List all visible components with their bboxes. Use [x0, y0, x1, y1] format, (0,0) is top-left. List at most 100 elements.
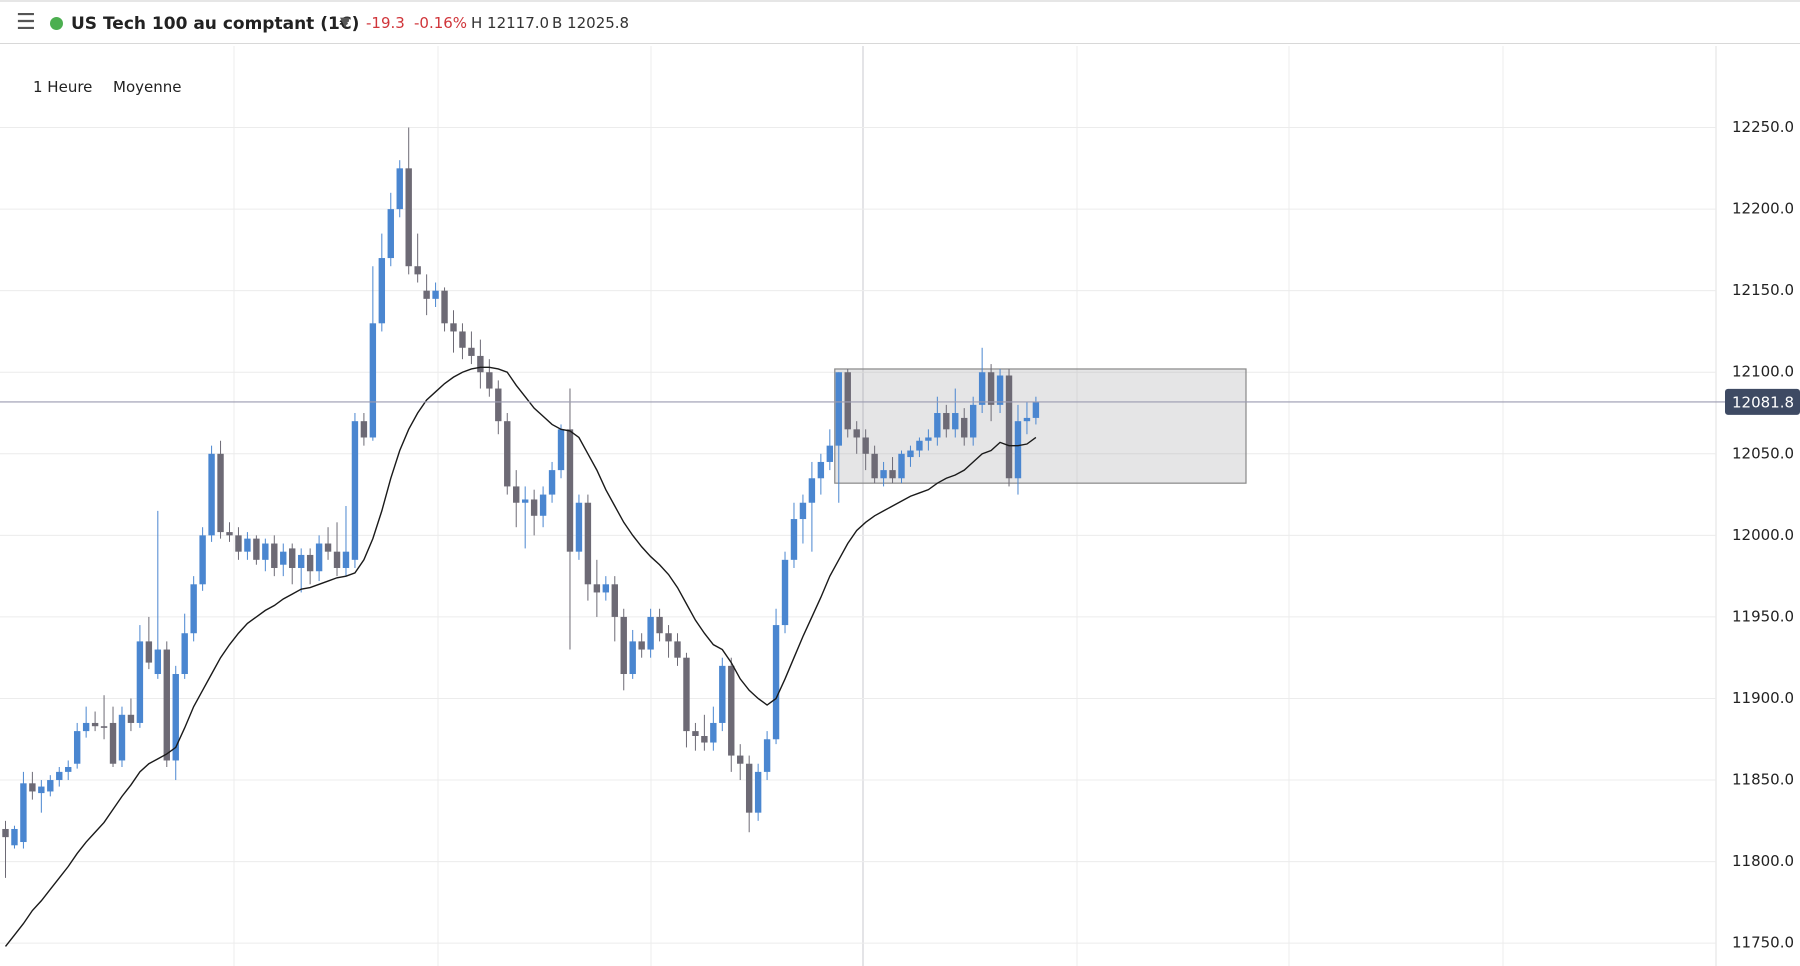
instrument-title[interactable]: US Tech 100 au comptant (1€)	[71, 14, 360, 34]
candle-body	[871, 453, 878, 479]
candle-body	[29, 783, 36, 792]
candle-body	[916, 440, 923, 451]
candle-body	[154, 649, 162, 675]
candle-body	[244, 538, 251, 552]
candle-body	[539, 494, 547, 516]
candle-body	[486, 372, 493, 389]
candle-body	[584, 502, 592, 585]
candle-body	[297, 554, 305, 568]
candle-body	[548, 470, 556, 495]
candle-body	[683, 657, 690, 732]
candle-body	[11, 828, 18, 846]
candle-body	[20, 783, 27, 843]
candle-body	[477, 355, 484, 373]
y-tick-label: 12100.0	[1732, 363, 1794, 381]
candle-body	[817, 461, 825, 479]
candle-body	[620, 616, 627, 675]
candle-body	[844, 372, 851, 430]
candle-body	[835, 372, 842, 446]
candle-body	[728, 665, 735, 756]
indicator-button[interactable]: Moyenne	[113, 78, 182, 96]
y-tick-label: 11750.0	[1732, 934, 1794, 952]
candle-body	[934, 413, 941, 438]
candle-body	[369, 323, 377, 438]
interval-button[interactable]: 1 Heure	[33, 78, 93, 96]
candle-body	[396, 168, 403, 210]
candle-body	[880, 470, 887, 479]
candle-body	[163, 649, 170, 761]
candle-body	[262, 543, 269, 560]
candle-body	[65, 766, 72, 772]
last-price-tag	[1725, 388, 1800, 415]
candle-body	[208, 453, 215, 536]
y-tick-label: 11850.0	[1732, 771, 1794, 789]
candle-body	[781, 559, 789, 626]
candle-body	[450, 323, 457, 332]
candle-body	[611, 584, 618, 617]
candle-body	[145, 641, 153, 663]
y-tick-label: 12200.0	[1732, 200, 1794, 218]
candle-body	[889, 470, 896, 479]
candle-body	[799, 502, 807, 520]
candle-body	[271, 543, 278, 568]
candle-body	[199, 535, 206, 585]
candle-body	[342, 551, 350, 568]
candle-body	[513, 486, 520, 503]
candle-body	[719, 665, 726, 723]
candle-body	[378, 258, 386, 324]
candle-body	[952, 413, 959, 430]
candle-body	[253, 538, 260, 560]
candle-body	[602, 584, 610, 593]
candle-body	[280, 551, 287, 565]
candle-body	[701, 736, 708, 743]
candle-body	[808, 478, 816, 503]
candle-body	[82, 722, 90, 732]
candle-body	[324, 543, 332, 552]
candle-body	[530, 499, 538, 516]
candle-body	[943, 413, 950, 430]
candle-body	[674, 641, 681, 658]
candle-body	[333, 551, 341, 568]
candle-body	[638, 641, 645, 650]
dropdown-caret[interactable]: ▼	[340, 15, 350, 30]
change: -19.3	[366, 14, 405, 32]
candle-body	[557, 429, 565, 471]
candle-body	[190, 584, 197, 634]
candle-body	[459, 331, 466, 348]
candle-body	[826, 445, 834, 462]
candle-body	[441, 290, 448, 324]
candle-body	[1005, 375, 1013, 479]
candle-body	[665, 633, 672, 642]
y-tick-label: 12150.0	[1732, 281, 1794, 299]
candle-body	[38, 786, 45, 794]
candle-body	[692, 731, 699, 736]
range-zone	[834, 368, 1247, 484]
menu-icon[interactable]: ☰	[16, 10, 36, 35]
candle-body	[73, 731, 81, 764]
y-tick-label: 11900.0	[1732, 689, 1794, 707]
candle-body	[1014, 421, 1022, 479]
candle-body	[504, 421, 511, 487]
header: ☰ US Tech 100 au comptant (1€) ▼ -19.3 -…	[0, 0, 1800, 44]
y-tick-label: 11950.0	[1732, 607, 1794, 625]
candle-body	[47, 780, 54, 792]
candle-body	[575, 502, 583, 552]
candle-body	[136, 641, 144, 723]
change-pct: -0.16%	[414, 14, 468, 32]
candle-body	[2, 828, 9, 838]
high-price: H 12117.0	[471, 14, 550, 32]
candle-body	[235, 535, 242, 552]
candle-body	[996, 375, 1004, 405]
candle-body	[226, 532, 233, 536]
candle-body	[907, 450, 914, 458]
candle-body	[109, 722, 117, 764]
candle-body	[118, 714, 126, 761]
moving-average	[4, 366, 1037, 947]
candle-body	[217, 453, 224, 533]
bid-price: B 12025.8	[552, 14, 630, 32]
candle-body	[566, 429, 574, 552]
candle-body	[754, 771, 762, 813]
candle-body	[987, 372, 995, 405]
last-price-label: 12081.8	[1732, 393, 1794, 411]
